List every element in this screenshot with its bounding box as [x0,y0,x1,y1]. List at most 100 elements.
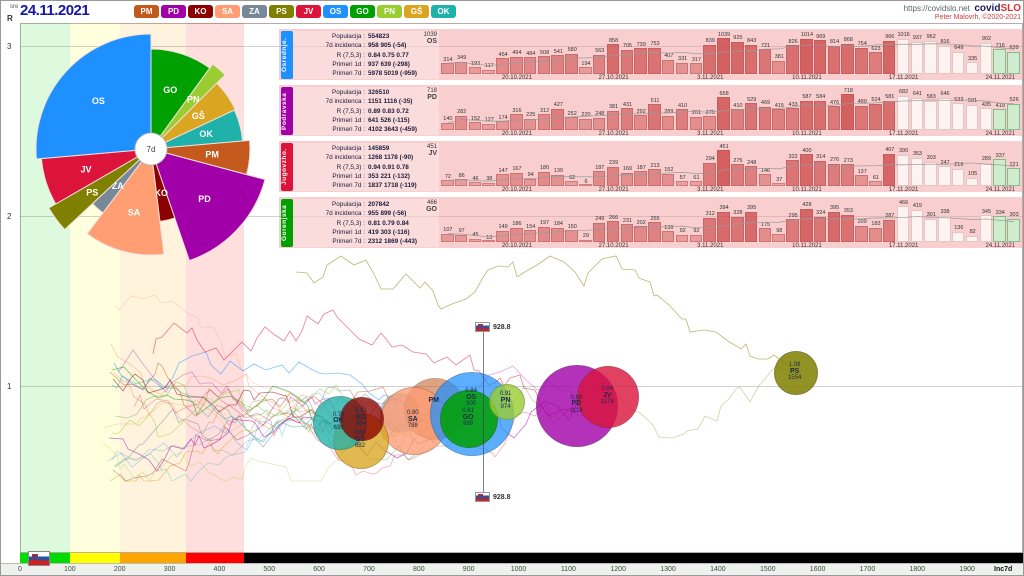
date-tick: 3.11.2021 [697,187,724,193]
bar [689,63,703,74]
bar-value: 275 [733,157,743,164]
pie-slice-PN[interactable] [150,63,226,150]
bar-value: 105 [968,171,978,178]
bar [910,41,924,74]
bar [827,45,841,74]
date-tick: 20.10.2021 [501,75,532,81]
brand-slo: SLO [1000,3,1021,14]
pie-slice-OS[interactable] [35,33,152,160]
bar-value: 902 [981,36,992,43]
pie-slice-label: PS [86,188,98,198]
daily-cases-chart-OS: 314 349 193 117 454 494 484 508 541 580 194 563 858 7… [441,31,1021,81]
pie-center-label: 7d [147,145,156,154]
bar [731,41,744,74]
bar-value: 753 [650,41,660,48]
region-button-PS[interactable]: PS [269,5,294,18]
bubble-label-PS: 1.08 PS 1554 [765,362,825,382]
bar [482,182,495,186]
region-button-OK[interactable]: OK [431,5,456,18]
bar [634,48,647,74]
bar [620,172,634,186]
stat-row: R (7,5,3) :0.89 0.83 0.72 [293,107,439,116]
stat-label: Primeri 7d : [332,70,365,78]
date-tick: 24.11.2021 [985,131,1016,137]
bar [579,184,592,186]
bar-value: 312 [539,107,550,114]
bar [441,233,454,242]
stat-value: 955 899 (-56) [368,210,407,218]
bar [910,157,924,186]
bar-value: 858 [609,37,619,44]
bar [1007,218,1020,242]
bar-value: 466 [899,199,909,206]
bar-value: 353 [843,208,853,215]
stat-label: 7d incidenca : [325,42,365,50]
panel-tab-OS[interactable]: Osrednje. [281,31,293,79]
x-tick-200: 200 [113,566,126,573]
chart-ymax: 451 [426,144,437,150]
panel-stats: Populacija :326510 7d incidenca :1151 111… [293,87,439,135]
panel-tab-PD[interactable]: Podravska [281,87,293,135]
bubble-label: 788 [407,423,418,429]
region-button-GŠ[interactable]: GŠ [404,5,429,18]
pie-slice-PS[interactable] [48,148,152,231]
bar [993,49,1006,74]
bar [896,95,910,130]
bar [689,234,703,242]
bar-value: 328 [733,210,743,217]
bar [1007,168,1020,186]
site-url-link[interactable]: https://covidslo.net [903,4,970,13]
panel-tab-JV[interactable]: Jugovzho. [281,143,293,191]
stat-row: 7d incidenca :958 905 (-54) [293,41,439,50]
region-button-OS[interactable]: OS [323,5,348,18]
stat-row: R (7,5,3) :0.94 0.91 0.78 [293,163,439,172]
region-button-ZA[interactable]: ZA [242,5,267,18]
stat-row: Primeri 1d :353 221 (-132) [293,172,439,181]
bar-value: 868 [843,37,853,44]
region-button-SA[interactable]: SA [215,5,240,18]
bar-value: 580 [567,47,577,54]
region-button-GO[interactable]: GO [350,5,375,18]
bar-value: 255 [650,215,660,222]
region-button-KO[interactable]: KO [188,5,213,18]
pie-slice-label: SA [128,208,141,218]
stat-label: 7d incidenca : [325,210,365,218]
bar [468,182,482,186]
bar-value: 433 [788,101,798,108]
date-tick: 3.11.2021 [697,243,724,249]
bar [882,153,896,186]
panel-tab-GO[interactable]: Gorenjska [281,199,293,247]
bar-value: 969 [816,33,826,40]
stat-row: Populacija :207842 [293,200,439,209]
bar-value: 174 [498,114,508,121]
bar [731,164,744,186]
bar [482,240,495,242]
region-button-JV[interactable]: JV [296,5,321,18]
bar-value: 925 [733,35,743,42]
bar-value: 13 [486,234,493,241]
region-button-PM[interactable]: PM [134,5,159,18]
bubble-label: 1178 [600,399,614,406]
pie-slice-PD[interactable] [150,148,266,262]
bar-value: 139 [553,168,563,175]
bar [731,216,744,242]
x-tick-1900: 1900 [959,566,975,573]
date-tick: 20.10.2021 [501,187,532,193]
bar-value: 335 [968,55,978,62]
pie-slice-GŠ[interactable] [150,82,236,150]
bar-value: 216 [954,162,964,169]
bar-value: 303 [1009,212,1019,219]
bar [579,239,592,242]
bar-value: 839 [705,38,715,45]
region-button-PN[interactable]: PN [377,5,402,18]
y-tick-3: 3 [7,42,12,51]
bar-value: 152 [664,167,674,174]
bar [758,106,772,130]
bar-value: 410 [678,102,688,109]
bar [951,51,965,74]
panel-stats: Populacija :554823 7d incidenca :958 905 … [293,31,439,79]
slovenia-flag-icon [475,322,490,332]
pie-slice-SA[interactable] [86,147,165,256]
region-button-PD[interactable]: PD [161,5,186,18]
bar-value: 584 [816,94,826,101]
